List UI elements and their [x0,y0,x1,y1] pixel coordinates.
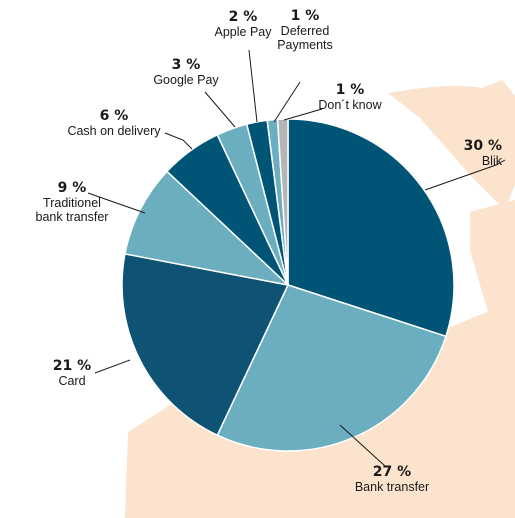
slice-label: 3 %Google Pay [153,57,219,87]
slice-name: Payments [277,38,333,52]
slice-name: Deferred [281,24,330,38]
slice-name: Traditionel [43,196,101,210]
slice-percent: 3 % [172,57,201,73]
leader-line [339,424,386,467]
slice-name: Card [58,374,85,388]
slice-percent: 2 % [229,9,258,25]
slice-percent: 30 % [464,138,502,154]
slice-label: 1 %Don´t know [318,82,382,112]
slice-name: Blik [482,154,503,168]
slice-label: 21 %Card [53,358,91,388]
slice-label: 2 %Apple Pay [215,9,273,39]
pie-slices [121,118,455,452]
leader-line [164,132,193,150]
slice-name: Bank transfer [355,480,429,494]
slice-percent: 9 % [58,180,87,196]
slice-percent: 27 % [373,464,411,480]
slice-name: Cash on delivery [67,124,161,138]
slice-labels: 30 %Blik 27 %Bank transfer 21 %Card 9 %Trad… [36,8,503,494]
leader-line [283,108,323,121]
leader-line [94,359,131,374]
leader-line [424,159,506,191]
slice-name: Google Pay [153,73,219,87]
slice-label: 27 %Bank transfer [355,464,429,494]
leader-line [204,91,236,128]
slice-name: Don´t know [318,98,382,112]
pie-slice-traditionel-bank-transfer [124,170,291,287]
slice-percent: 21 % [53,358,91,374]
slice-percent: 1 % [291,8,320,24]
leader-lines [87,49,506,467]
pie-slice-card [121,253,290,437]
slice-label: 6 %Cash on delivery [67,108,161,138]
slice-name: Apple Pay [215,25,273,39]
leader-line [248,49,258,123]
pie-slice-blik [287,118,455,338]
leader-line [273,81,301,123]
leader-line [87,192,146,214]
slice-percent: 1 % [336,82,365,98]
slice-name: bank transfer [36,210,109,224]
slice-label: 30 %Blik [464,138,503,168]
slice-percent: 6 % [100,108,129,124]
